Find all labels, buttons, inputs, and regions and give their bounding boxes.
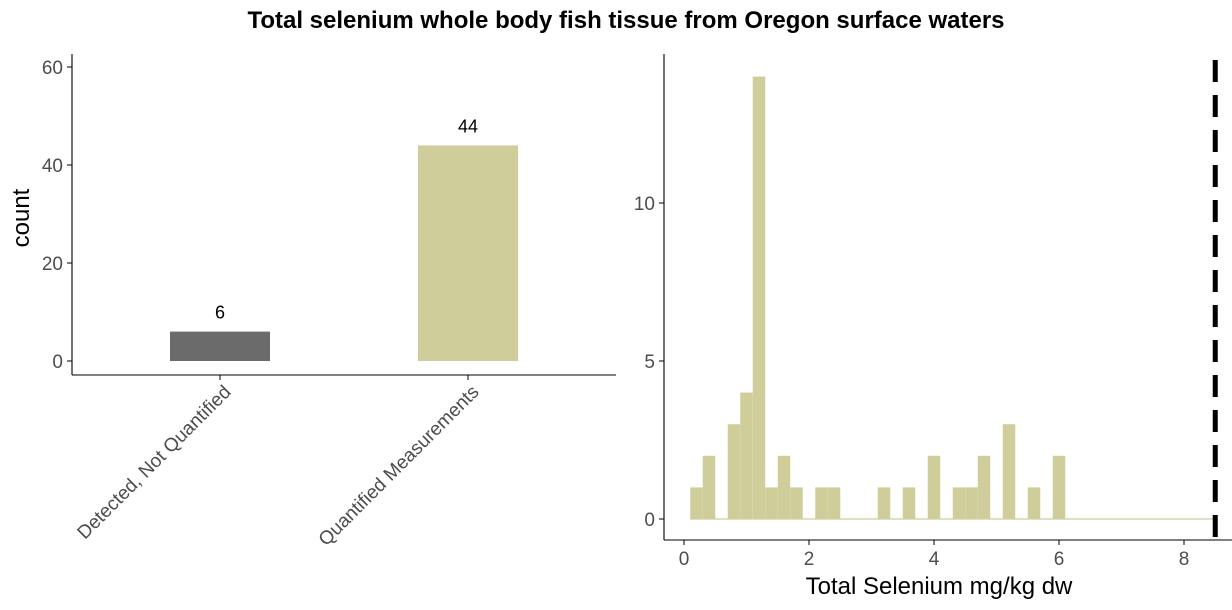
histogram-bin [1027, 487, 1041, 519]
histogram-bin [1002, 424, 1016, 519]
y-tick-label: 60 [42, 58, 63, 79]
x-tick-label: 8 [1179, 549, 1190, 570]
histogram-bin [765, 487, 778, 519]
bar [170, 331, 270, 361]
x-tick-label: Detected, Not Quantified [74, 382, 236, 544]
histogram-bin [965, 487, 978, 519]
chart-title: Total selenium whole body fish tissue fr… [247, 7, 1004, 34]
y-tick-label: 10 [634, 194, 655, 215]
histogram-bin [927, 455, 941, 519]
histogram-bin [740, 392, 753, 519]
histogram-bin [827, 487, 841, 519]
x-axis-label: Total Selenium mg/kg dw [806, 573, 1073, 600]
y-tick-label: 5 [644, 352, 655, 373]
bar-panel: count 0 20 40 60 6 Detected, Not Quantified 44… [8, 54, 616, 550]
histogram-bin [977, 455, 991, 519]
histogram-bin [815, 487, 828, 519]
histogram-bin [902, 487, 916, 519]
data-label: 44 [458, 116, 478, 136]
histogram-bin [777, 455, 791, 519]
histogram-bin [702, 455, 716, 519]
histogram-bin [1052, 455, 1066, 519]
y-axis-label: count [8, 188, 35, 247]
histogram-bin [690, 487, 703, 519]
y-tick-label: 0 [644, 510, 655, 531]
histogram-bin [727, 424, 741, 519]
histogram-bin [790, 487, 803, 519]
x-tick-label: Quantified Measurements [315, 382, 484, 551]
y-tick-label: 0 [52, 352, 63, 373]
x-tick-label: 0 [679, 549, 690, 570]
y-tick-label: 40 [42, 156, 63, 177]
histogram-bin [752, 76, 766, 519]
histogram-bin [952, 487, 966, 519]
bar [418, 145, 518, 361]
data-label: 6 [215, 303, 225, 323]
histogram-panel: Total Selenium mg/kg dw 0 5 10 0 2 4 6 8 [634, 54, 1232, 600]
x-tick-label: 2 [804, 549, 815, 570]
y-tick-label: 20 [42, 254, 63, 275]
histogram-bin [877, 487, 891, 519]
x-tick-label: 6 [1054, 549, 1065, 570]
x-tick-label: 4 [929, 549, 940, 570]
